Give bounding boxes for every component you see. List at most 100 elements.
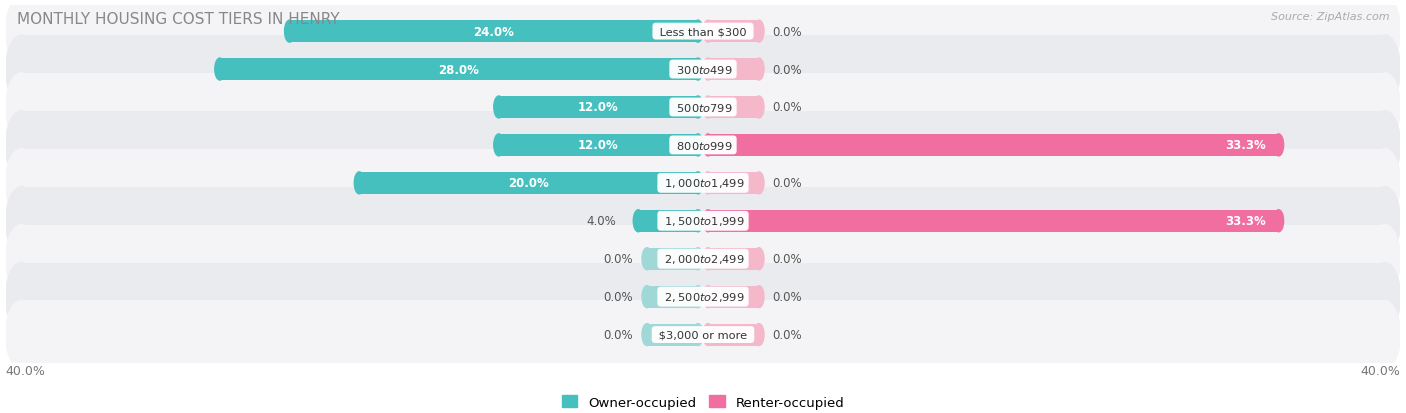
Bar: [709, 173, 759, 195]
Bar: [709, 324, 759, 346]
Text: 0.0%: 0.0%: [773, 328, 803, 341]
Circle shape: [693, 59, 703, 81]
Text: $500 to $799: $500 to $799: [673, 102, 733, 114]
Text: $2,500 to $2,999: $2,500 to $2,999: [661, 290, 745, 304]
Text: 0.0%: 0.0%: [773, 101, 803, 114]
Circle shape: [6, 74, 37, 142]
Text: $300 to $499: $300 to $499: [673, 64, 733, 76]
Circle shape: [1369, 0, 1400, 66]
Circle shape: [703, 210, 713, 232]
Bar: [499, 97, 697, 119]
Circle shape: [693, 135, 703, 157]
Circle shape: [633, 210, 644, 232]
Circle shape: [6, 301, 37, 369]
Bar: [21, 74, 1385, 142]
Circle shape: [754, 248, 763, 270]
Bar: [21, 36, 1385, 104]
Circle shape: [693, 248, 703, 270]
Bar: [290, 21, 697, 43]
Bar: [709, 248, 759, 270]
Circle shape: [494, 135, 503, 157]
Text: 0.0%: 0.0%: [773, 290, 803, 304]
Text: 0.0%: 0.0%: [773, 177, 803, 190]
Circle shape: [1369, 150, 1400, 217]
Text: 0.0%: 0.0%: [773, 26, 803, 38]
Circle shape: [284, 21, 295, 43]
Circle shape: [754, 286, 763, 308]
Circle shape: [354, 173, 364, 195]
Circle shape: [1369, 74, 1400, 142]
Circle shape: [703, 21, 713, 43]
Bar: [709, 135, 1278, 157]
Bar: [499, 135, 697, 157]
Bar: [709, 286, 759, 308]
Circle shape: [215, 59, 225, 81]
Text: 33.3%: 33.3%: [1226, 139, 1267, 152]
Bar: [21, 263, 1385, 331]
Bar: [638, 210, 697, 232]
Text: 40.0%: 40.0%: [6, 364, 45, 377]
Text: 40.0%: 40.0%: [1361, 364, 1400, 377]
Bar: [709, 21, 759, 43]
Bar: [21, 150, 1385, 217]
Circle shape: [6, 187, 37, 255]
Text: 0.0%: 0.0%: [603, 290, 633, 304]
Bar: [21, 0, 1385, 66]
Circle shape: [693, 97, 703, 119]
Circle shape: [754, 97, 763, 119]
Circle shape: [6, 36, 37, 104]
Text: 33.3%: 33.3%: [1226, 215, 1267, 228]
Circle shape: [6, 225, 37, 293]
Bar: [709, 210, 1278, 232]
Circle shape: [754, 324, 763, 346]
Circle shape: [693, 324, 703, 346]
Text: 12.0%: 12.0%: [578, 101, 619, 114]
Circle shape: [494, 97, 503, 119]
Text: $3,000 or more: $3,000 or more: [655, 330, 751, 340]
Text: 0.0%: 0.0%: [773, 63, 803, 76]
Text: 28.0%: 28.0%: [439, 63, 479, 76]
Text: 20.0%: 20.0%: [508, 177, 548, 190]
Circle shape: [703, 135, 713, 157]
Circle shape: [1274, 135, 1284, 157]
Circle shape: [754, 21, 763, 43]
Circle shape: [703, 324, 713, 346]
Bar: [21, 187, 1385, 255]
Bar: [219, 59, 697, 81]
Text: 4.0%: 4.0%: [586, 215, 616, 228]
Bar: [647, 324, 697, 346]
Circle shape: [6, 150, 37, 217]
Text: 0.0%: 0.0%: [773, 253, 803, 266]
Text: Source: ZipAtlas.com: Source: ZipAtlas.com: [1271, 12, 1389, 22]
Circle shape: [754, 173, 763, 195]
Text: $800 to $999: $800 to $999: [673, 140, 733, 152]
Circle shape: [6, 112, 37, 180]
Bar: [709, 59, 759, 81]
Circle shape: [6, 263, 37, 331]
Text: 24.0%: 24.0%: [474, 26, 515, 38]
Bar: [647, 248, 697, 270]
Circle shape: [643, 286, 652, 308]
Circle shape: [1369, 187, 1400, 255]
Circle shape: [693, 210, 703, 232]
Bar: [21, 301, 1385, 369]
Circle shape: [1369, 36, 1400, 104]
Bar: [360, 173, 697, 195]
Text: $2,000 to $2,499: $2,000 to $2,499: [661, 253, 745, 266]
Circle shape: [1369, 301, 1400, 369]
Text: Less than $300: Less than $300: [655, 27, 751, 37]
Bar: [21, 112, 1385, 180]
Circle shape: [693, 286, 703, 308]
Bar: [21, 225, 1385, 293]
Circle shape: [703, 248, 713, 270]
Text: 0.0%: 0.0%: [603, 253, 633, 266]
Text: 0.0%: 0.0%: [603, 328, 633, 341]
Text: $1,500 to $1,999: $1,500 to $1,999: [661, 215, 745, 228]
Circle shape: [643, 324, 652, 346]
Circle shape: [703, 97, 713, 119]
Text: 12.0%: 12.0%: [578, 139, 619, 152]
Circle shape: [754, 59, 763, 81]
Circle shape: [1369, 112, 1400, 180]
Text: $1,000 to $1,499: $1,000 to $1,499: [661, 177, 745, 190]
Text: MONTHLY HOUSING COST TIERS IN HENRY: MONTHLY HOUSING COST TIERS IN HENRY: [17, 12, 339, 27]
